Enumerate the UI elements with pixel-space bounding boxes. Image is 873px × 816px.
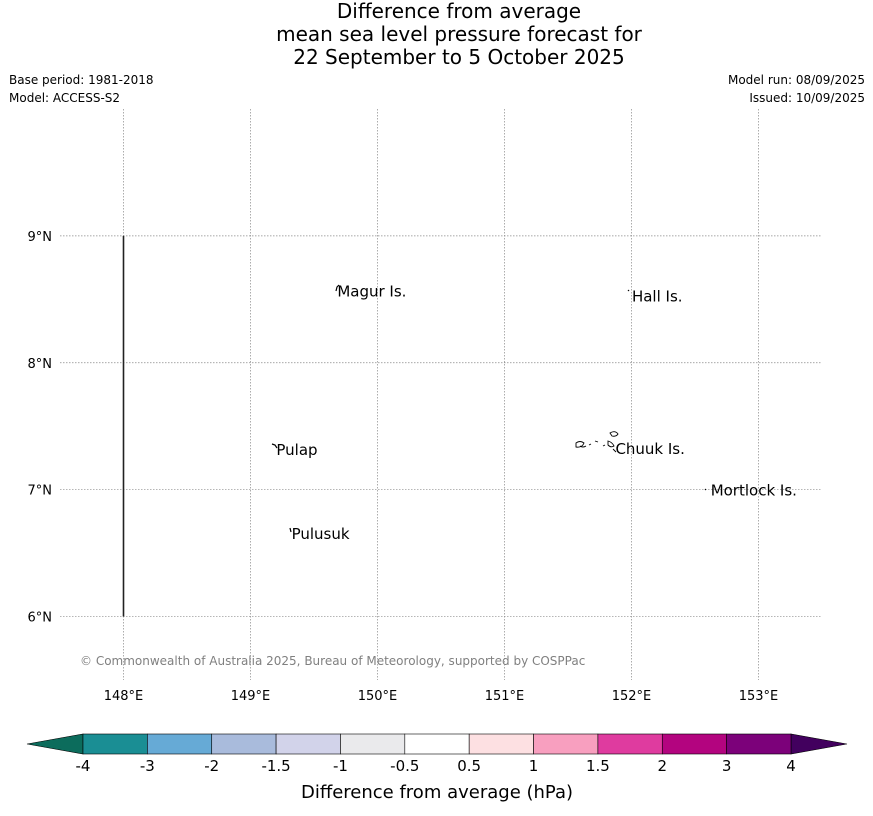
colorbar-tick-label: -1	[333, 757, 348, 775]
colorbar-tick-label: 1	[529, 757, 539, 775]
colorbar-segment	[404, 733, 470, 755]
colorbar-tick-label: 0.5	[457, 757, 481, 775]
lat-tick-label: 6°N	[28, 611, 53, 626]
pulusuk-island-shape	[289, 527, 292, 533]
colorbar-tick-label: 4	[786, 757, 796, 775]
lon-tick-label: 152°E	[612, 689, 652, 704]
axis-tick-labels: 148°E 149°E 150°E 151°E 152°E 153°E 9°N 8°N 7°N 6…	[28, 230, 779, 704]
lat-tick-label: 9°N	[28, 230, 53, 245]
place-label: Magur Is.	[337, 282, 406, 300]
title-line-3: 22 September to 5 October 2025	[293, 45, 625, 69]
model-run-text: Model run: 08/09/2025	[727, 73, 865, 87]
colorbar-tick-label: -3	[140, 757, 155, 775]
lon-tick-label: 151°E	[485, 689, 525, 704]
colorbar-segment	[533, 733, 599, 755]
colorbar-tick-label: -4	[76, 757, 91, 775]
lon-tick-label: 150°E	[358, 689, 398, 704]
colorbar-tick-label: -1.5	[261, 757, 290, 775]
place-label: Pulap	[276, 441, 317, 459]
meta-right: Model run: 08/09/2025 Issued: 10/09/2025	[728, 71, 865, 107]
model-text: Model: ACCESS-S2	[9, 91, 121, 105]
colorbar-segment	[275, 733, 341, 755]
place-label: Hall Is.	[632, 288, 683, 306]
mortlock-island-shape	[704, 488, 707, 491]
colorbar-extend-low	[26, 733, 84, 755]
place-label: Mortlock Is.	[711, 482, 797, 500]
colorbar-legend: -4 -3 -2 -1.5 -1 -0.5 0.5 1 1.5 2 3 4 Difference fr…	[26, 733, 848, 803]
lon-tick-label: 149°E	[231, 689, 271, 704]
lat-tick-label: 8°N	[28, 357, 53, 372]
colorbar-segment	[597, 733, 663, 755]
colorbar-segment	[661, 733, 727, 755]
copyright-text: © Commonwealth of Australia 2025, Bureau…	[80, 654, 585, 668]
gridlines	[60, 109, 822, 680]
colorbar-extend-high	[790, 733, 848, 755]
colorbar-segment	[468, 733, 534, 755]
lon-tick-label: 153°E	[739, 689, 779, 704]
hall-island-shape	[627, 289, 630, 292]
chart-title: Difference from average mean sea level p…	[0, 0, 873, 69]
place-label: Chuuk Is.	[615, 440, 684, 458]
colorbar-tick-label: 3	[722, 757, 732, 775]
colorbar-segment	[726, 733, 792, 755]
colorbar-tick-label: 2	[657, 757, 667, 775]
lon-tick-label: 148°E	[104, 689, 144, 704]
title-line-1: Difference from average	[336, 0, 582, 23]
title-line-2: mean sea level pressure forecast for	[276, 22, 642, 46]
issued-text: Issued: 10/09/2025	[749, 91, 865, 105]
chuuk-lagoon-shape	[575, 431, 619, 453]
colorbar-segment	[211, 733, 277, 755]
pulap-island-shape	[271, 443, 278, 449]
colorbar-labels: -4 -3 -2 -1.5 -1 -0.5 0.5 1 1.5 2 3 4	[76, 757, 796, 775]
place-labels: Magur Is. Hall Is. Pulap Chuuk Is. Mortlock …	[276, 282, 797, 542]
lat-tick-label: 7°N	[28, 484, 53, 499]
colorbar-segments	[26, 733, 848, 755]
colorbar-tick-label: -0.5	[390, 757, 419, 775]
colorbar-segment	[82, 733, 148, 755]
colorbar-segment	[340, 733, 406, 755]
colorbar-tick-label: 1.5	[586, 757, 610, 775]
colorbar-title: Difference from average (hPa)	[301, 782, 573, 803]
magur-island-shape	[335, 284, 340, 292]
colorbar-tick-label: -2	[204, 757, 219, 775]
meta-left: Base period: 1981-2018 Model: ACCESS-S2	[9, 71, 154, 107]
island-outlines	[271, 284, 707, 533]
colorbar-segment	[147, 733, 213, 755]
base-period-text: Base period: 1981-2018	[9, 73, 154, 87]
place-label: Pulusuk	[292, 525, 350, 543]
